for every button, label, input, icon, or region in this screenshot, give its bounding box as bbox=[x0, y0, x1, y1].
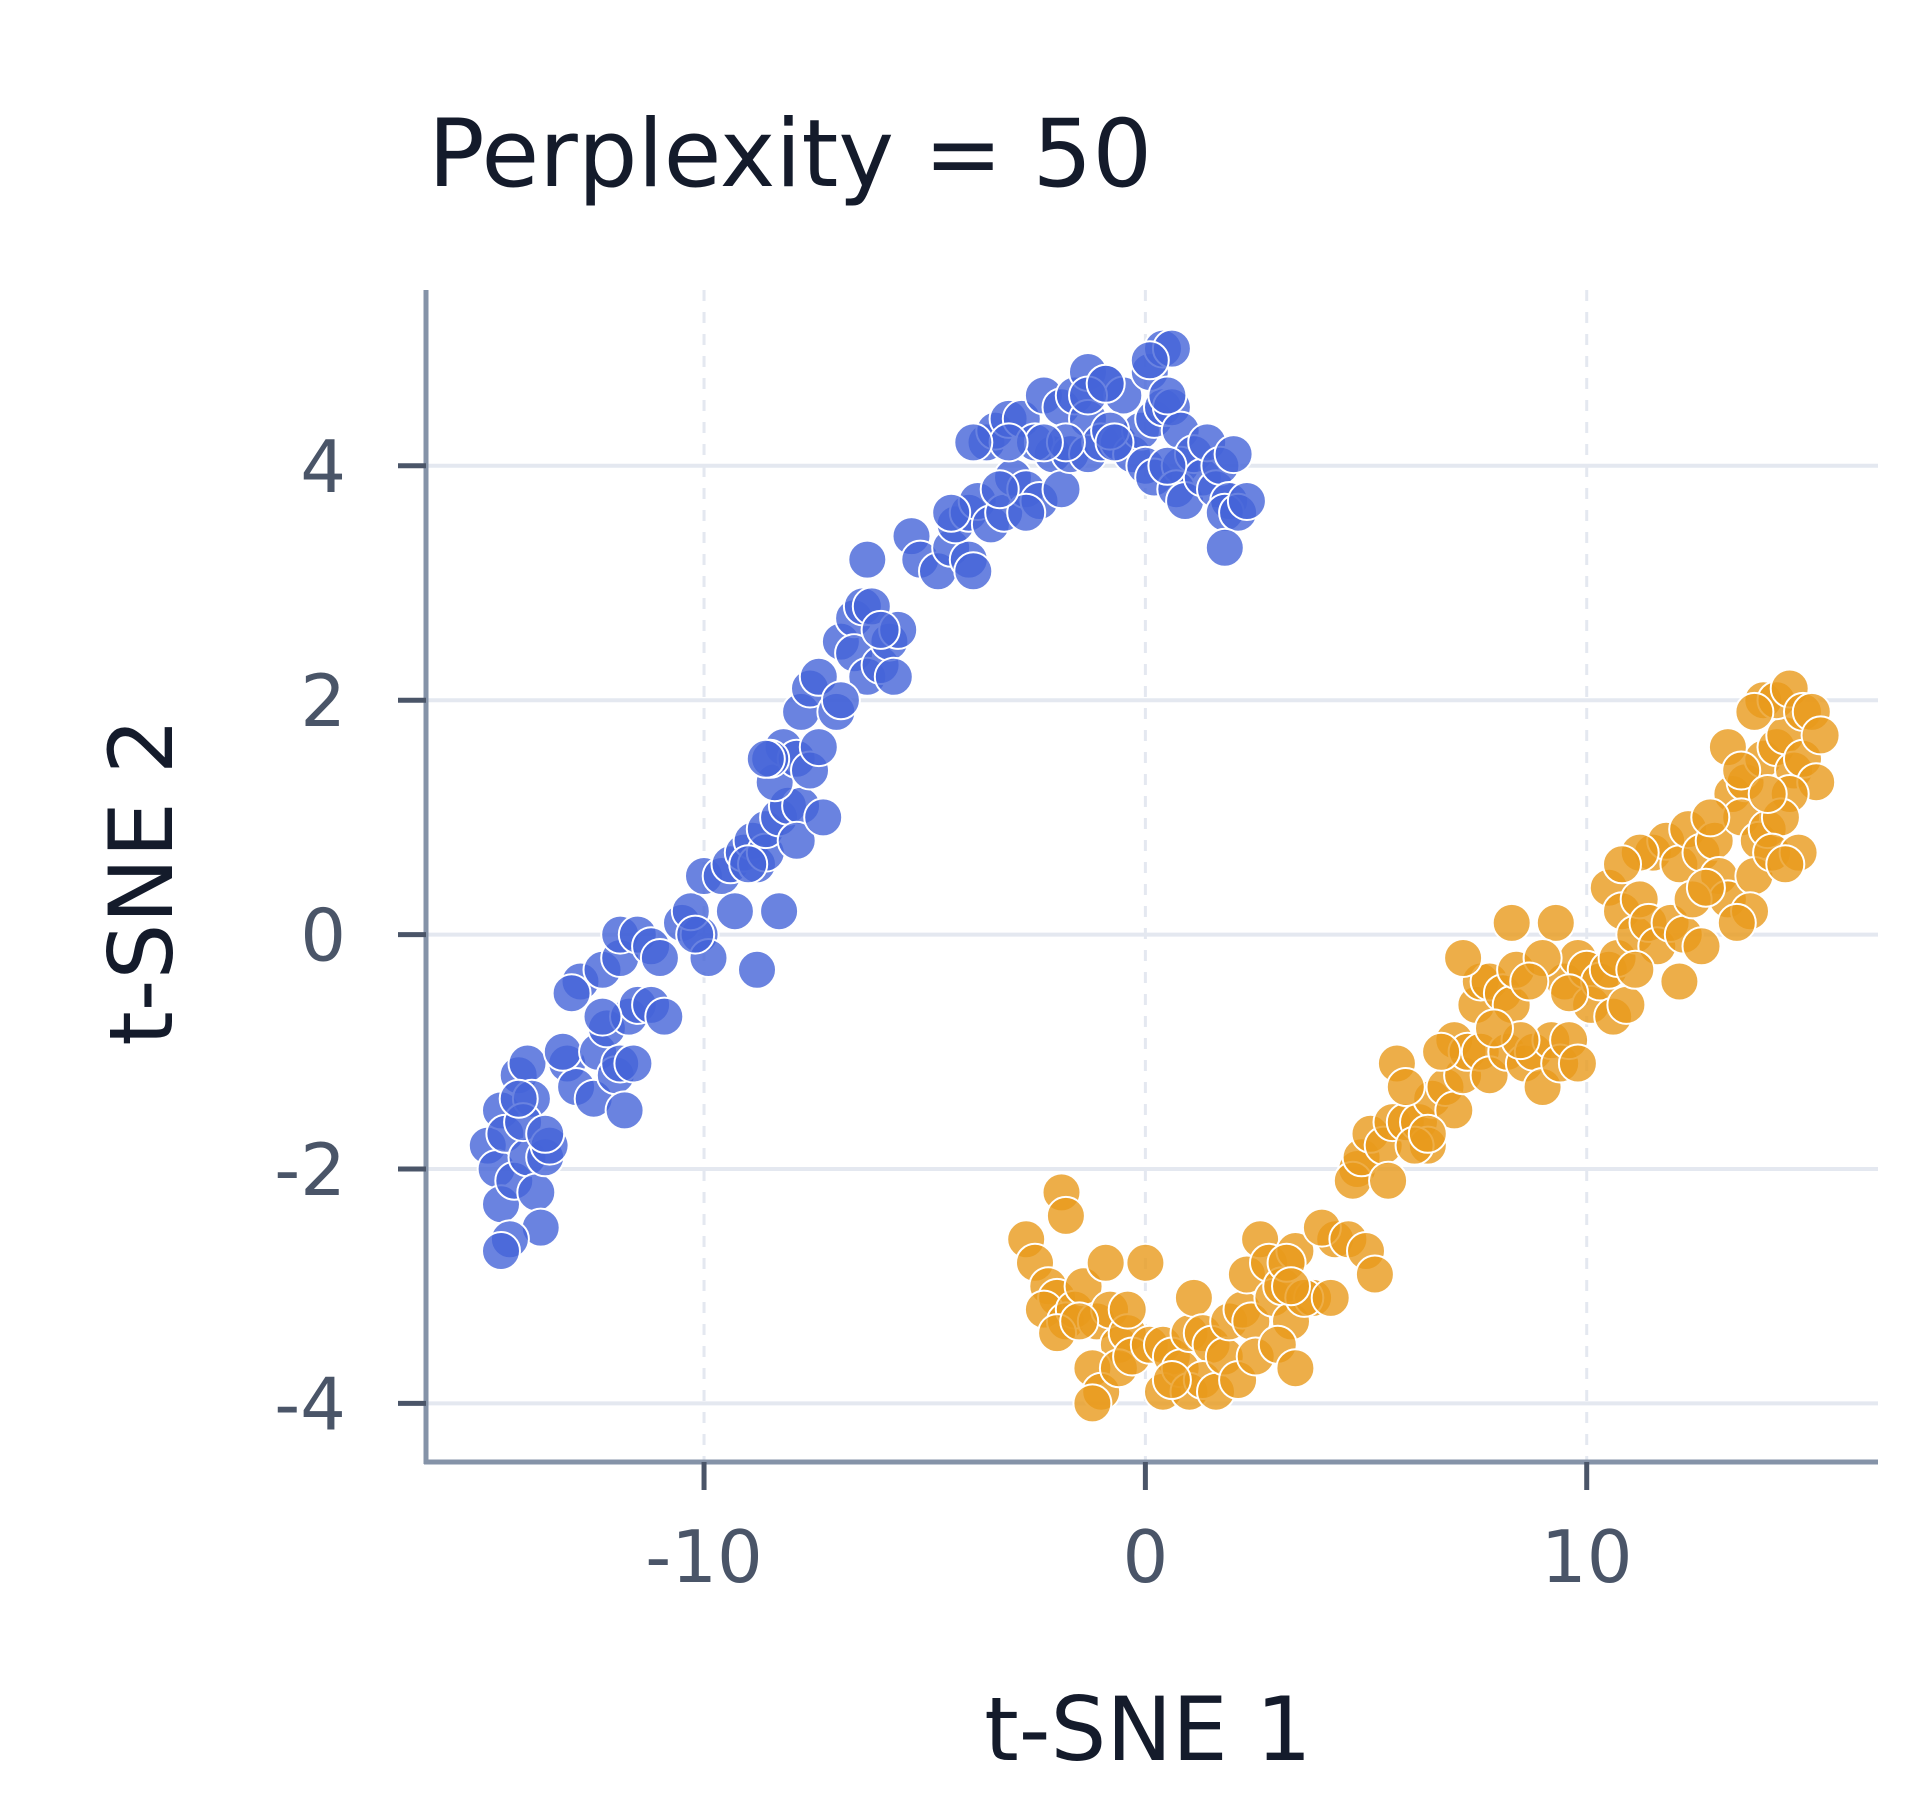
data-point bbox=[1368, 1160, 1409, 1201]
y-axis-label: t-SNE 2 bbox=[90, 718, 193, 1046]
data-point bbox=[1147, 445, 1188, 486]
data-point bbox=[639, 938, 680, 978]
data-point bbox=[542, 1031, 583, 1072]
y-tick-label: 4 bbox=[300, 425, 346, 509]
data-point bbox=[1310, 1277, 1351, 1318]
data-point bbox=[953, 422, 994, 463]
data-point bbox=[1765, 844, 1806, 885]
x-tick-label: 10 bbox=[1541, 1515, 1633, 1599]
data-point bbox=[745, 738, 786, 779]
data-point bbox=[644, 996, 685, 1037]
data-point bbox=[1385, 1067, 1426, 1107]
data-point bbox=[931, 492, 972, 533]
data-point bbox=[1421, 1031, 1462, 1072]
data-point bbox=[1173, 1277, 1214, 1318]
data-point bbox=[860, 609, 901, 650]
data-point bbox=[1041, 469, 1082, 510]
data-point bbox=[1549, 973, 1590, 1014]
data-point bbox=[516, 1172, 557, 1213]
data-point bbox=[551, 973, 592, 1014]
data-point bbox=[798, 727, 839, 768]
data-point bbox=[1213, 434, 1254, 475]
data-point bbox=[820, 680, 861, 721]
x-tick-label: 0 bbox=[1122, 1515, 1168, 1599]
data-point bbox=[582, 996, 623, 1037]
y-tick-label: 2 bbox=[300, 659, 346, 743]
data-point bbox=[1204, 527, 1245, 568]
data-point bbox=[1129, 340, 1170, 381]
data-point bbox=[1443, 938, 1484, 978]
data-point bbox=[1800, 715, 1841, 756]
x-axis-label: t-SNE 1 bbox=[984, 1678, 1312, 1781]
data-point bbox=[803, 797, 844, 838]
data-point bbox=[759, 891, 800, 932]
data-point bbox=[776, 820, 817, 861]
data-point bbox=[1125, 1242, 1166, 1283]
data-point bbox=[481, 1231, 521, 1271]
data-point bbox=[1602, 844, 1642, 885]
y-tick-label: -2 bbox=[274, 1128, 346, 1212]
axes bbox=[423, 290, 1878, 1465]
y-tick-label: 0 bbox=[300, 894, 346, 978]
data-point bbox=[1023, 422, 1064, 463]
data-point bbox=[873, 656, 914, 697]
data-point bbox=[847, 539, 888, 580]
data-point bbox=[1006, 492, 1047, 533]
data-point bbox=[1721, 750, 1762, 791]
data-point bbox=[1107, 1289, 1148, 1330]
data-point bbox=[953, 551, 994, 592]
data-point bbox=[1407, 1113, 1448, 1154]
data-point bbox=[1085, 1242, 1126, 1283]
data-point bbox=[1557, 1043, 1598, 1084]
data-point bbox=[507, 1043, 548, 1084]
data-point bbox=[1690, 797, 1731, 838]
y-tick-label: -4 bbox=[274, 1362, 346, 1446]
points bbox=[467, 328, 1841, 1424]
data-point bbox=[1734, 691, 1775, 732]
x-tick-label: -10 bbox=[645, 1515, 763, 1599]
data-point bbox=[1226, 481, 1267, 521]
data-point bbox=[737, 949, 777, 990]
data-point bbox=[1659, 961, 1700, 1002]
data-point bbox=[1271, 1266, 1311, 1307]
data-point bbox=[525, 1113, 566, 1154]
data-point bbox=[1151, 1360, 1192, 1400]
data-point bbox=[1716, 902, 1757, 943]
data-point bbox=[1491, 902, 1532, 943]
data-point bbox=[613, 1043, 654, 1084]
data-point bbox=[1747, 774, 1788, 814]
data-point bbox=[1059, 1301, 1100, 1342]
data-point bbox=[714, 891, 755, 932]
data-point bbox=[1085, 363, 1126, 404]
data-point bbox=[1147, 375, 1188, 416]
chart-title: Perplexity = 50 bbox=[428, 100, 1152, 209]
data-point bbox=[498, 1078, 539, 1119]
data-point bbox=[1094, 422, 1135, 463]
data-point bbox=[1535, 902, 1576, 943]
data-point bbox=[988, 422, 1029, 463]
data-point bbox=[1354, 1254, 1395, 1295]
ticks: -10 0 10 -4 -2 0 2 4 bbox=[274, 425, 1632, 1599]
data-point bbox=[979, 469, 1020, 510]
data-point bbox=[1474, 1008, 1514, 1049]
data-point bbox=[1606, 984, 1647, 1025]
data-point bbox=[1615, 949, 1656, 990]
data-point bbox=[604, 1090, 645, 1131]
data-point bbox=[1072, 1383, 1113, 1424]
data-point bbox=[675, 914, 716, 955]
data-point bbox=[1509, 961, 1550, 1002]
data-point bbox=[1045, 1195, 1086, 1236]
data-point bbox=[1681, 926, 1722, 967]
data-point bbox=[1685, 867, 1726, 908]
data-point bbox=[728, 844, 769, 885]
data-point bbox=[1275, 1348, 1316, 1389]
